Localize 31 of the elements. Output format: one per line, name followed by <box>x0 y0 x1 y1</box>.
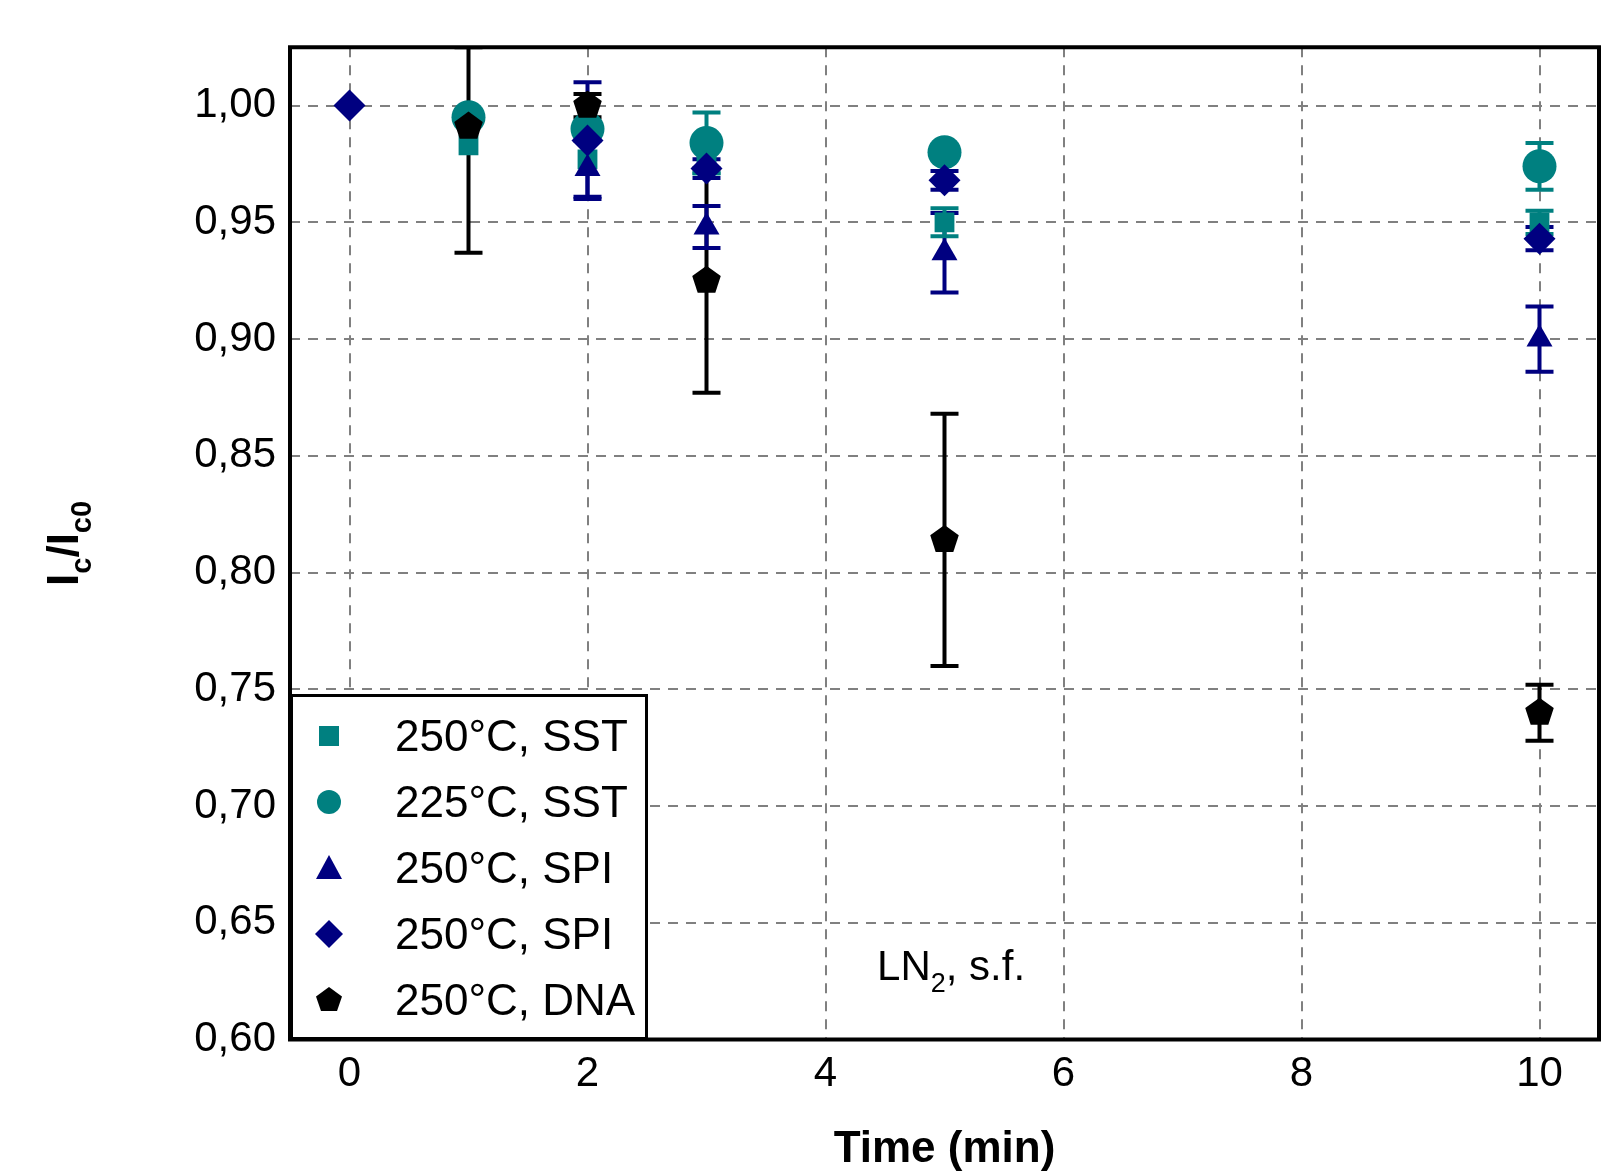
y-tick-label: 0,95 <box>194 195 276 243</box>
point <box>1522 149 1557 184</box>
y-tick-label: 0,80 <box>194 546 276 594</box>
y-tick-label: 0,85 <box>194 429 276 477</box>
x-tick-label: 2 <box>575 1048 600 1096</box>
point <box>692 265 721 293</box>
x-tick-label: 4 <box>813 1048 838 1096</box>
point <box>930 524 959 553</box>
y-tick-label: 0,90 <box>194 312 276 360</box>
legend-label: 250°C, SPI <box>395 842 614 893</box>
legend-label: 250°C, SST <box>395 710 628 761</box>
y-tick-label: 0,65 <box>194 896 276 944</box>
point <box>934 212 955 233</box>
y-axis-title: Ic/Ic0 <box>38 500 98 586</box>
y-tick-label: 0,60 <box>194 1013 276 1061</box>
y-tick-label: 0,70 <box>194 779 276 827</box>
point <box>1525 697 1554 725</box>
y-tick-label: 1,00 <box>194 79 276 127</box>
legend-label: 225°C, SST <box>395 776 628 827</box>
y-tick-label: 0,75 <box>194 662 276 710</box>
point <box>689 125 724 160</box>
x-axis-title: Time (min) <box>833 1122 1056 1171</box>
x-tick-label: 8 <box>1289 1048 1314 1096</box>
legend-label: 250°C, SPI <box>395 908 614 959</box>
point <box>333 89 366 122</box>
x-tick-label: 10 <box>1516 1048 1563 1096</box>
point <box>927 135 962 170</box>
point <box>571 124 604 157</box>
x-tick-label: 0 <box>337 1048 362 1096</box>
x-tick-label: 6 <box>1051 1048 1076 1096</box>
legend-label: 250°C, DNA <box>395 974 636 1025</box>
